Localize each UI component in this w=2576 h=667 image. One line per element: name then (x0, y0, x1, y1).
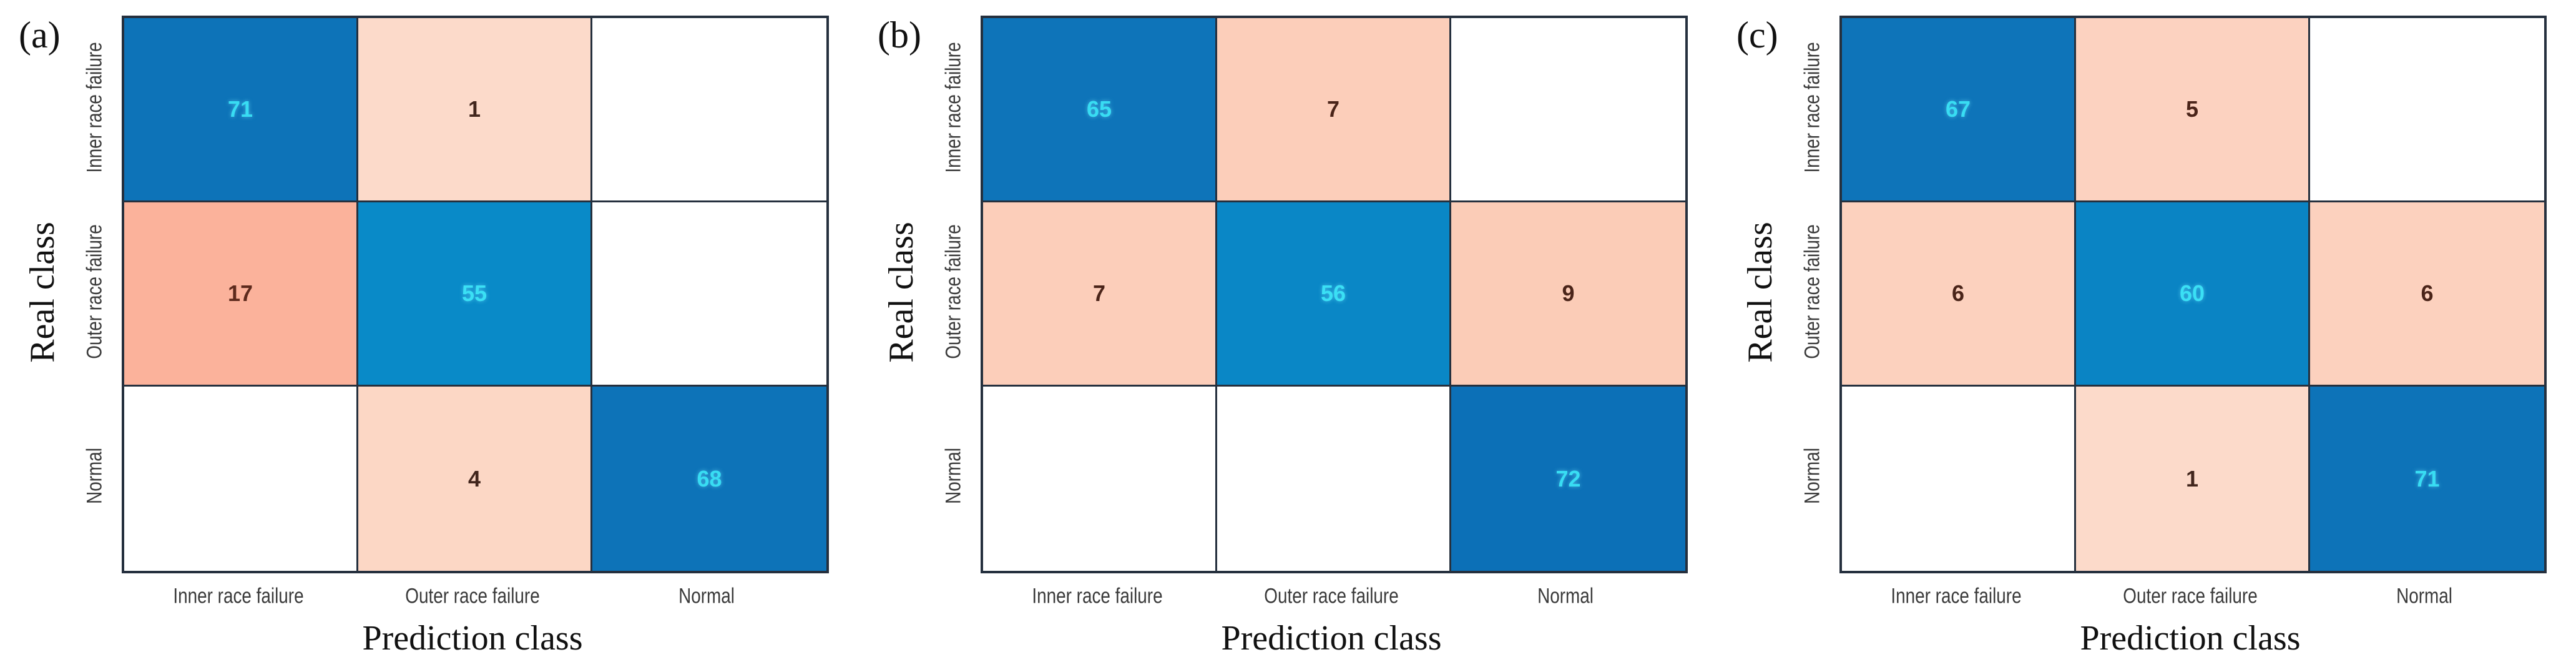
matrix-cell: 1 (358, 18, 592, 202)
matrix-cell: 5 (2076, 18, 2310, 202)
x-axis-title: Prediction class (1221, 619, 1442, 658)
col-label-normal: Normal (678, 584, 735, 608)
row-label-inner-race-failure: Inner race failure (941, 42, 966, 173)
matrix-cell: 65 (983, 18, 1217, 202)
matrix-cell (983, 387, 1217, 571)
matrix-cell (1451, 18, 1685, 202)
panel-label-a: (a) (19, 14, 61, 56)
row-label-outer-race-failure: Outer race failure (1800, 224, 1824, 359)
matrix-cell: 6 (2310, 202, 2544, 387)
matrix-cell (592, 18, 826, 202)
matrix-cell (1842, 387, 2076, 571)
x-axis-title: Prediction class (362, 619, 583, 658)
matrix-cell (592, 202, 826, 387)
panel-b: (b) Real class Inner race failure Outer … (859, 0, 1717, 667)
matrix-cell: 60 (2076, 202, 2310, 387)
row-label-normal: Normal (1800, 448, 1824, 504)
confusion-matrix-grid: 71 1 17 55 4 68 (122, 16, 829, 573)
y-axis-title: Real class (23, 222, 62, 363)
col-label-normal: Normal (1537, 584, 1594, 608)
confusion-matrix-grid: 65 7 7 56 9 72 (981, 16, 1688, 573)
col-label-outer-race-failure: Outer race failure (405, 584, 540, 608)
y-axis-title: Real class (1741, 222, 1780, 363)
confusion-matrix-grid: 67 5 6 60 6 1 71 (1839, 16, 2547, 573)
col-label-inner-race-failure: Inner race failure (173, 584, 304, 608)
col-label-inner-race-failure: Inner race failure (1891, 584, 2022, 608)
panel-a: (a) Real class Inner race failure Outer … (0, 0, 858, 667)
panel-c: (c) Real class Inner race failure Outer … (1718, 0, 2576, 667)
panel-label-c: (c) (1736, 14, 1778, 56)
matrix-cell: 71 (124, 18, 358, 202)
matrix-cell: 72 (1451, 387, 1685, 571)
matrix-cell (124, 387, 358, 571)
row-label-outer-race-failure: Outer race failure (941, 224, 966, 359)
matrix-cell: 55 (358, 202, 592, 387)
matrix-cell (2310, 18, 2544, 202)
y-axis-title: Real class (882, 222, 921, 363)
matrix-cell: 7 (1217, 18, 1451, 202)
matrix-cell: 4 (358, 387, 592, 571)
panel-label-b: (b) (878, 14, 921, 56)
row-label-normal: Normal (82, 448, 107, 504)
matrix-cell (1217, 387, 1451, 571)
matrix-cell: 68 (592, 387, 826, 571)
matrix-cell: 9 (1451, 202, 1685, 387)
col-label-outer-race-failure: Outer race failure (1264, 584, 1399, 608)
row-label-inner-race-failure: Inner race failure (1800, 42, 1824, 173)
matrix-cell: 6 (1842, 202, 2076, 387)
col-label-normal: Normal (2396, 584, 2452, 608)
matrix-cell: 7 (983, 202, 1217, 387)
row-label-normal: Normal (941, 448, 966, 504)
row-label-inner-race-failure: Inner race failure (82, 42, 107, 173)
x-axis-title: Prediction class (2080, 619, 2301, 658)
matrix-cell: 17 (124, 202, 358, 387)
row-label-outer-race-failure: Outer race failure (82, 224, 107, 359)
col-label-outer-race-failure: Outer race failure (2123, 584, 2258, 608)
matrix-cell: 1 (2076, 387, 2310, 571)
matrix-cell: 56 (1217, 202, 1451, 387)
col-label-inner-race-failure: Inner race failure (1032, 584, 1163, 608)
matrix-cell: 67 (1842, 18, 2076, 202)
matrix-cell: 71 (2310, 387, 2544, 571)
